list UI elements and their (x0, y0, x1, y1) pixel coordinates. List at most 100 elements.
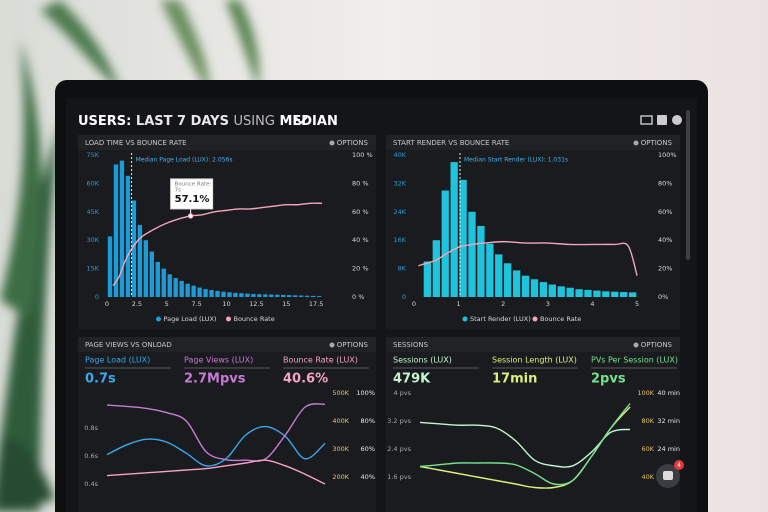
dropdown-chevron[interactable] (294, 116, 308, 125)
panel (386, 337, 680, 512)
bar (575, 289, 583, 297)
kpi-label: PVs Per Session (LUX) (591, 356, 678, 365)
median-label: Median Page Load (LUX): 2.056s (136, 157, 233, 164)
y-tick-label: 32K (393, 179, 406, 187)
line (418, 240, 638, 276)
bar (486, 243, 494, 297)
line (106, 403, 326, 462)
panel-header (78, 337, 376, 352)
bar (245, 293, 250, 297)
y-tick-label: 80K (641, 417, 654, 425)
y-tick-label: 500K (332, 389, 349, 397)
y-tick-label: 60K (641, 445, 654, 453)
bar (233, 292, 238, 297)
x-tick-label: 5 (635, 300, 639, 308)
bar (167, 274, 172, 297)
scrollbar (686, 110, 690, 260)
y-tick-label: 0% (658, 293, 668, 301)
y-tick-label: 40% (658, 236, 672, 244)
bar (477, 226, 485, 297)
y-tick-label: 400K (332, 417, 349, 425)
kpi-value: 40.6% (283, 372, 328, 387)
x-tick-label: 7.5 (191, 300, 201, 308)
bar (161, 268, 166, 297)
line (106, 459, 326, 485)
options-button[interactable]: OPTIONS (641, 139, 673, 147)
options-icon (329, 342, 335, 348)
plant (0, 0, 260, 512)
y-tick-label: 80% (658, 179, 672, 187)
bar (215, 290, 220, 297)
legend-label: Page Load (LUX) (164, 315, 217, 323)
x-tick-label: 2 (501, 300, 505, 308)
y-tick-label: 300K (332, 445, 349, 453)
y-tick-label: 45K (86, 208, 99, 216)
x-tick-label: 15 (282, 300, 290, 308)
legend-swatch (226, 316, 231, 322)
line (419, 403, 631, 486)
legend-label: Bounce Rate (540, 315, 581, 323)
options-button[interactable]: OPTIONS (641, 341, 673, 349)
kpi-value: 2.7Mpvs (184, 372, 246, 387)
y-tick-label: 0 (95, 293, 99, 301)
y-tick-label: 100% (356, 389, 375, 397)
y-tick-label: 0.8s (84, 424, 98, 432)
header-range[interactable]: LAST 7 DAYS (136, 114, 229, 129)
x-tick-label: 4 (590, 300, 594, 308)
bar (221, 291, 226, 297)
y-tick-label: 20 % (352, 265, 369, 273)
bar (459, 179, 467, 297)
y-tick-label: 40K (393, 151, 406, 159)
bar (628, 292, 637, 297)
bar (521, 275, 530, 297)
panel-title: PAGE VIEWS VS ONLOAD (85, 341, 172, 349)
bar (119, 160, 125, 297)
y-tick-label: 40K (641, 473, 654, 481)
monitor-icon[interactable] (640, 115, 653, 125)
panel (386, 135, 680, 330)
bar (304, 295, 310, 297)
bar (263, 294, 268, 297)
header-stat[interactable]: MEDIAN (279, 114, 337, 129)
y-tick-label: 100 % (352, 151, 373, 159)
bar (495, 254, 503, 297)
bar (566, 287, 574, 297)
bar (504, 263, 512, 297)
y-tick-label: 60K (86, 179, 99, 187)
tooltip-point (187, 213, 194, 219)
y-tick-label: 1.6 pvs (387, 473, 411, 481)
badge (674, 460, 684, 470)
panel-title: LOAD TIME VS BOUNCE RATE (85, 139, 187, 147)
bar (530, 279, 539, 297)
help-icon[interactable] (672, 115, 682, 125)
tooltip-title: Bounce Rate: (175, 181, 212, 187)
options-button[interactable]: OPTIONS (337, 139, 369, 147)
y-tick-label: 24 min (657, 445, 680, 453)
y-tick-label: 100% (658, 151, 677, 159)
y-tick-label: 60% (658, 208, 672, 216)
y-tick-label: 30K (86, 236, 99, 244)
y-tick-label: 0.4s (84, 480, 98, 488)
y-tick-label: 200K (332, 473, 349, 481)
panel-header (78, 135, 376, 150)
bar (155, 261, 160, 297)
bar (316, 296, 322, 297)
panel-title: SESSIONS (393, 341, 429, 349)
export-icon[interactable] (657, 115, 667, 125)
kpi-value: 17min (492, 372, 537, 387)
bar (203, 289, 208, 297)
bar (620, 292, 628, 297)
y-tick-label: 4 pvs (393, 389, 411, 397)
bar (173, 278, 178, 297)
options-button[interactable]: OPTIONS (337, 341, 369, 349)
bar (269, 294, 274, 297)
legend-swatch (462, 316, 468, 322)
y-tick-label: 32 min (657, 417, 680, 425)
legend-swatch (532, 316, 538, 322)
tooltip-value: 57.1% (175, 194, 210, 205)
kpi-value: 479K (393, 372, 431, 387)
bar (251, 293, 256, 297)
y-tick-label: 3.2 pvs (387, 417, 411, 425)
x-tick-label: 0 (105, 300, 109, 308)
